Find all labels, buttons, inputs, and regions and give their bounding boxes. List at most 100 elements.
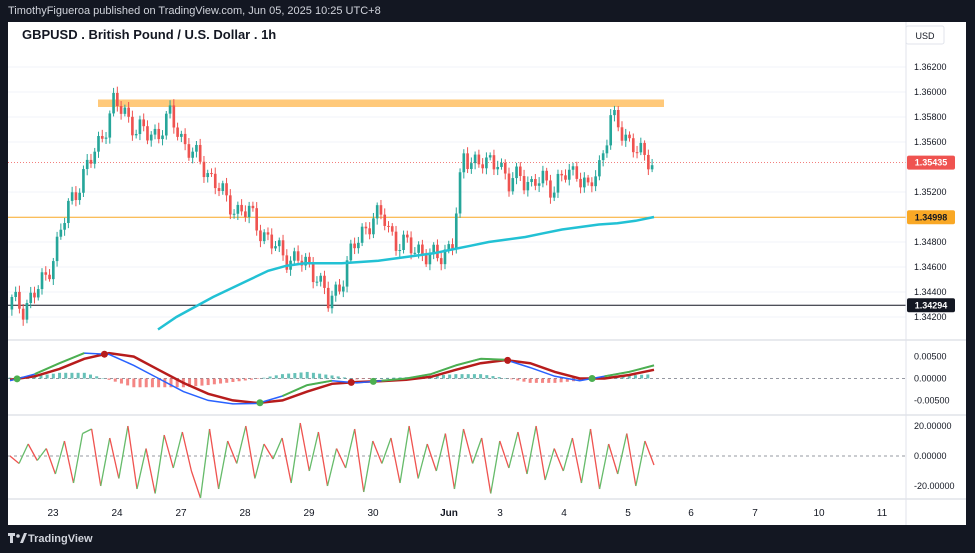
oscillator-segment — [381, 437, 392, 464]
time-tick: 11 — [877, 508, 888, 519]
macd-histogram-bar — [441, 375, 445, 379]
candle-body — [383, 214, 387, 226]
oscillator-segment — [236, 425, 247, 464]
oscillator-segment — [208, 428, 220, 490]
macd-histogram-bar — [367, 378, 371, 379]
macd-histogram-bar — [107, 378, 111, 380]
candle-body — [319, 275, 323, 282]
macd-histogram-bar — [324, 374, 328, 379]
oscillator-segment — [299, 422, 310, 472]
oscillator-segment — [462, 428, 474, 464]
macd-histogram-bar — [503, 378, 507, 379]
macd-histogram-bar — [280, 374, 284, 379]
candle-body — [341, 286, 345, 292]
candle-body — [51, 261, 55, 280]
candle-body — [477, 154, 481, 165]
candle-body — [424, 255, 428, 265]
macd-histogram-bar — [380, 378, 384, 379]
macd-cross-dot — [369, 377, 377, 385]
candle-body — [142, 119, 146, 127]
time-tick: 3 — [497, 508, 503, 519]
macd-histogram-bar — [113, 378, 117, 382]
macd-histogram-bar — [268, 376, 272, 379]
candle-body — [451, 244, 454, 249]
candle-body — [398, 250, 402, 252]
oscillator-segment — [181, 431, 193, 472]
oscillator-segment — [372, 440, 383, 464]
macd-histogram-bar — [138, 378, 142, 388]
oscillator-segment — [217, 440, 229, 490]
macd-histogram-bar — [392, 377, 396, 379]
candle-body — [10, 297, 14, 310]
candle-body — [447, 244, 451, 250]
macd-histogram-bar — [157, 378, 161, 388]
candle-body — [481, 164, 484, 169]
chart-canvas[interactable]: GBPUSD . British Pound / U.S. Dollar . 1… — [8, 22, 966, 525]
time-tick: 5 — [625, 508, 631, 519]
macd-histogram-bar — [541, 378, 545, 383]
candle-body — [161, 135, 164, 140]
oscillator-segment — [644, 440, 655, 466]
oscillator-segment — [444, 433, 456, 490]
macd-histogram-bar — [299, 372, 303, 379]
candle-body — [33, 292, 36, 298]
time-tick: 23 — [47, 508, 59, 519]
oscillator-segment — [571, 437, 583, 484]
macd-cross-dot — [13, 375, 21, 383]
oscillator-segment — [172, 431, 183, 469]
candle-body — [221, 183, 225, 192]
candle-body — [315, 281, 319, 283]
candle-body — [537, 183, 541, 186]
macd-histogram-bar — [646, 374, 650, 379]
oscillator-segment — [199, 428, 211, 499]
oscillator-segment — [145, 448, 156, 494]
oscillator-segment — [399, 425, 410, 484]
candle-body — [579, 178, 582, 188]
candle-body — [296, 251, 300, 261]
candle-body — [458, 172, 462, 214]
candle-body — [123, 107, 127, 114]
candle-body — [488, 155, 492, 158]
macd-cross-dot — [347, 378, 355, 386]
price-tick: 1.35800 — [914, 112, 947, 122]
candle-body — [609, 115, 613, 146]
candle-body — [251, 205, 255, 209]
oscillator-segment — [100, 437, 111, 487]
macd-histogram-bar — [274, 375, 278, 379]
candle-body — [97, 136, 100, 152]
candle-body — [134, 134, 138, 136]
time-tick: 4 — [561, 508, 567, 519]
macd-histogram-bar — [262, 377, 266, 379]
time-tick: 27 — [175, 508, 187, 519]
publish-header: TimothyFigueroa published on TradingView… — [0, 0, 975, 22]
candle-body — [210, 173, 213, 175]
candle-body — [466, 153, 469, 170]
oscillator-segment — [245, 425, 256, 479]
oscillator-axis: 20.00000 0.00000 -20.00000 — [914, 421, 955, 491]
publish-info: TimothyFigueroa published on TradingView… — [8, 5, 381, 17]
candle-body — [293, 251, 296, 261]
candle-body — [277, 240, 281, 247]
oscillator-segment — [435, 433, 447, 472]
candle-body — [530, 179, 533, 182]
candle-body — [70, 192, 74, 201]
oscillator-segment — [344, 428, 356, 469]
candle-body — [206, 173, 210, 178]
candle-body — [409, 237, 413, 254]
macd-histogram-bar — [305, 371, 309, 379]
price-tick: 1.34400 — [914, 287, 947, 297]
candle-body — [131, 116, 134, 136]
macd-histogram-bar — [169, 378, 173, 388]
oscillator-segment — [617, 433, 628, 475]
time-tick: 24 — [111, 508, 123, 519]
candle-body — [180, 133, 183, 137]
macd-histogram-bar — [311, 372, 315, 379]
macd-histogram-bar — [188, 378, 192, 387]
candle-body — [511, 178, 515, 192]
macd-histogram-bar — [547, 378, 551, 383]
candle-body — [443, 249, 447, 265]
macd-histogram-bar — [534, 378, 538, 383]
candle-body — [635, 152, 639, 154]
candle-body — [601, 153, 605, 161]
candle-body — [48, 274, 51, 280]
